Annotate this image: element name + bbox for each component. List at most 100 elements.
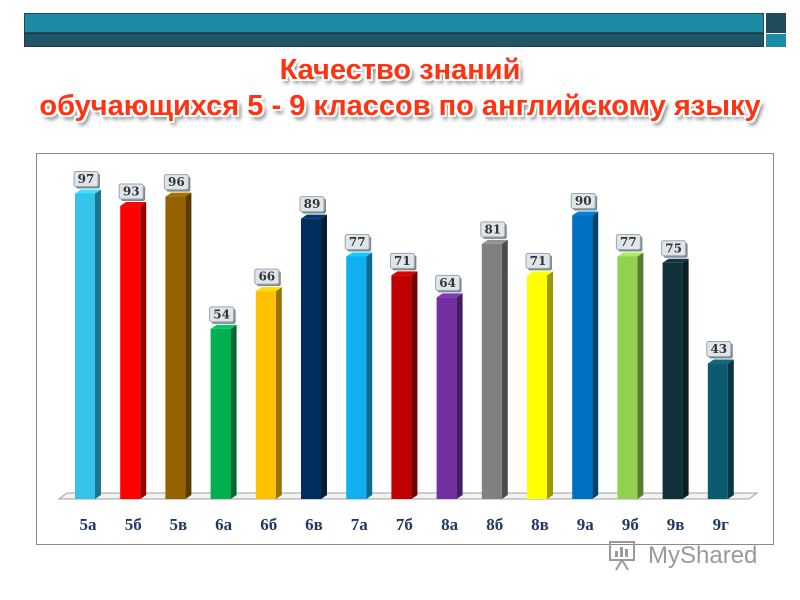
bar-group: 77 9б bbox=[615, 233, 644, 534]
bar-top bbox=[165, 192, 192, 197]
category-label: 5в bbox=[170, 515, 188, 534]
data-label-box bbox=[389, 252, 415, 269]
bar-group: 54 6а bbox=[209, 306, 237, 534]
header-square-top bbox=[766, 13, 786, 33]
category-label: 5а bbox=[80, 515, 98, 534]
bar-group: 71 8в bbox=[525, 252, 553, 534]
bar-side bbox=[411, 271, 418, 499]
bar bbox=[120, 206, 141, 500]
bar-side bbox=[592, 211, 599, 499]
bar bbox=[301, 218, 321, 499]
bar-group: 89 6в bbox=[299, 196, 327, 534]
bar bbox=[572, 215, 593, 499]
bar-group: 66 6б bbox=[254, 268, 282, 534]
data-label-box bbox=[570, 193, 596, 209]
bar-top bbox=[527, 271, 553, 276]
data-label-box bbox=[344, 233, 370, 250]
category-label: 9г bbox=[713, 515, 730, 534]
data-label-box bbox=[118, 183, 144, 200]
chart-frame: 97 5а 93 5б 96 5в 54 6а 66 6б 89 6в 77 7а 71 7б 64 8а 81 8б… bbox=[36, 153, 774, 545]
category-label: 8а bbox=[441, 515, 459, 534]
bar-side bbox=[547, 271, 553, 499]
watermark-text: MyShared bbox=[648, 542, 758, 569]
data-label: 93 bbox=[123, 185, 140, 199]
title-line-2: обучающихся 5 - 9 классов по английскому… bbox=[39, 90, 761, 122]
category-label: 6б bbox=[260, 515, 277, 534]
category-label: 7а bbox=[351, 515, 369, 534]
bar-group: 77 7а bbox=[344, 233, 373, 534]
category-label: 6в bbox=[305, 515, 323, 534]
category-label: 5б bbox=[125, 515, 142, 534]
bar-side bbox=[501, 239, 508, 499]
bar-side bbox=[140, 202, 147, 500]
bar-top bbox=[346, 252, 373, 257]
data-label-box bbox=[706, 341, 732, 358]
bar-group: 81 8б bbox=[480, 221, 508, 534]
bar-side bbox=[366, 252, 373, 499]
data-label: 89 bbox=[304, 197, 321, 211]
data-label: 71 bbox=[394, 254, 411, 268]
bar bbox=[255, 291, 276, 499]
data-label: 75 bbox=[665, 241, 682, 255]
category-label: 8в bbox=[531, 515, 549, 534]
bar bbox=[707, 363, 728, 499]
bar-side bbox=[637, 252, 644, 499]
bar bbox=[346, 256, 367, 499]
bar-side bbox=[185, 192, 192, 499]
category-label: 7б bbox=[396, 515, 413, 534]
bar-group: 64 8а bbox=[435, 274, 463, 534]
bar-top bbox=[391, 271, 418, 276]
page-title: Качество знаний обучающихся 5 - 9 классо… bbox=[0, 52, 800, 124]
bar-group: 96 5в bbox=[163, 174, 192, 534]
bar-top bbox=[120, 202, 147, 207]
bar-top bbox=[436, 293, 463, 298]
category-label: 9в bbox=[667, 515, 685, 534]
bar-group: 97 5а bbox=[73, 170, 101, 534]
data-label: 96 bbox=[168, 175, 185, 189]
title-line-1: Качество знаний bbox=[279, 54, 521, 86]
data-label: 90 bbox=[575, 194, 592, 208]
bar-side bbox=[230, 324, 237, 499]
bar bbox=[391, 275, 412, 499]
data-label-box bbox=[435, 274, 461, 291]
bar-top bbox=[707, 359, 734, 364]
bar-group: 43 9г bbox=[706, 341, 734, 534]
bar bbox=[436, 297, 457, 499]
data-label: 71 bbox=[530, 254, 547, 268]
data-label-box bbox=[73, 170, 99, 187]
bar-group: 71 7б bbox=[389, 252, 418, 534]
bar-side bbox=[275, 287, 282, 499]
data-label: 66 bbox=[258, 270, 275, 284]
bar-group: 93 5б bbox=[118, 183, 147, 534]
bar bbox=[75, 193, 95, 499]
bar-top bbox=[255, 287, 282, 292]
bar bbox=[617, 256, 638, 499]
bar-chart: 97 5а 93 5б 96 5в 54 6а 66 6б 89 6в 77 7а 71 7б 64 8а 81 8б… bbox=[57, 170, 759, 534]
bar-side bbox=[682, 258, 689, 499]
header-decoration-bar bbox=[24, 13, 786, 47]
presentation-icon bbox=[609, 541, 635, 571]
bar bbox=[527, 275, 547, 499]
category-label: 9а bbox=[577, 515, 595, 534]
data-label: 54 bbox=[213, 307, 230, 321]
header-band-top bbox=[24, 13, 764, 33]
bar bbox=[662, 262, 683, 499]
bar bbox=[481, 243, 502, 499]
bar-top bbox=[481, 239, 508, 244]
data-label: 64 bbox=[439, 276, 456, 290]
data-label-box bbox=[525, 252, 551, 269]
watermark: MyShared bbox=[606, 538, 766, 572]
bar-top bbox=[75, 189, 101, 194]
bar-side bbox=[456, 293, 463, 499]
bar-top bbox=[572, 211, 599, 216]
bar bbox=[210, 328, 231, 499]
data-label-box bbox=[254, 268, 280, 285]
bar-group: 90 9а bbox=[570, 193, 599, 534]
bar bbox=[165, 196, 186, 499]
bar-top bbox=[662, 258, 689, 263]
bar-group: 75 9в bbox=[661, 240, 689, 534]
data-label-box bbox=[480, 221, 506, 238]
header-band-bottom bbox=[24, 33, 764, 47]
category-label: 8б bbox=[486, 515, 503, 534]
header-square-bottom bbox=[766, 34, 786, 47]
